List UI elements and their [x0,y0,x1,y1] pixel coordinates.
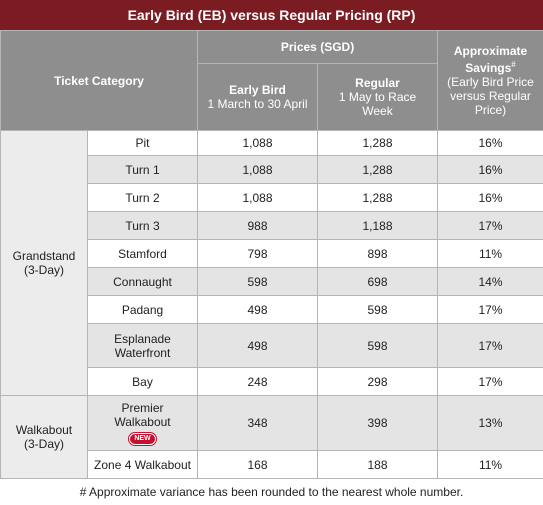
ticket-cell: Turn 2 [88,184,198,212]
savings-cell: 17% [438,296,543,324]
early-bird-cell: 168 [198,451,318,479]
ticket-cell: Connaught [88,268,198,296]
ticket-cell: Pit [88,131,198,156]
ticket-cell: Padang [88,296,198,324]
savings-cell: 17% [438,212,543,240]
header-prices: Prices (SGD) [281,40,354,54]
regular-cell: 298 [318,368,438,396]
ticket-cell: Turn 3 [88,212,198,240]
ticket-cell: Zone 4 Walkabout [88,451,198,479]
group-cell: Walkabout (3-Day) [1,396,88,479]
savings-cell: 11% [438,240,543,268]
new-badge: NEW [129,433,155,445]
header-ticket-category: Ticket Category [54,74,144,88]
savings-cell: 14% [438,268,543,296]
regular-cell: 1,188 [318,212,438,240]
savings-cell: 13% [438,396,543,451]
header-savings: Approximate Savings [454,44,527,75]
early-bird-cell: 348 [198,396,318,451]
header-early-bird-dates: 1 March to 30 April [207,97,307,111]
header-early-bird: Early Bird [229,83,286,97]
early-bird-cell: 498 [198,296,318,324]
ticket-name: Turn 1 [94,163,191,177]
regular-cell: 598 [318,324,438,368]
regular-cell: 598 [318,296,438,324]
header-regular-dates: 1 May to Race Week [339,90,416,118]
regular-cell: 898 [318,240,438,268]
regular-cell: 398 [318,396,438,451]
ticket-name: Bay [94,375,191,389]
ticket-name: Turn 3 [94,219,191,233]
regular-cell: 188 [318,451,438,479]
early-bird-cell: 1,088 [198,156,318,184]
ticket-name: Esplanade Waterfront [94,332,191,360]
early-bird-cell: 798 [198,240,318,268]
pricing-table: Ticket Category Prices (SGD) Approximate… [0,30,543,479]
group-cell: Grandstand (3-Day) [1,131,88,396]
header-savings-note: (Early Bird Price versus Regular Price) [447,75,534,117]
early-bird-cell: 498 [198,324,318,368]
ticket-name: Stamford [94,247,191,261]
ticket-cell: Esplanade Waterfront [88,324,198,368]
ticket-name: Pit [94,136,191,150]
early-bird-cell: 1,088 [198,184,318,212]
header-cell: Approximate Savings# (Early Bird Price ve… [438,31,543,131]
regular-cell: 1,288 [318,156,438,184]
savings-cell: 16% [438,184,543,212]
regular-cell: 1,288 [318,184,438,212]
early-bird-cell: 988 [198,212,318,240]
savings-cell: 16% [438,156,543,184]
ticket-cell: Bay [88,368,198,396]
header-cell: Ticket Category [1,31,198,131]
ticket-name: Turn 2 [94,191,191,205]
early-bird-cell: 1,088 [198,131,318,156]
savings-cell: 16% [438,131,543,156]
ticket-cell: Turn 1 [88,156,198,184]
savings-cell: 17% [438,324,543,368]
header-regular: Regular [355,76,400,90]
ticket-name: Padang [94,303,191,317]
ticket-cell: Premier Walkabout NEW [88,396,198,451]
ticket-name: Zone 4 Walkabout [94,458,191,472]
regular-cell: 1,288 [318,131,438,156]
ticket-cell: Stamford [88,240,198,268]
early-bird-cell: 248 [198,368,318,396]
savings-cell: 17% [438,368,543,396]
footnote: # Approximate variance has been rounded … [0,479,543,505]
title: Early Bird (EB) versus Regular Pricing (… [0,0,543,30]
savings-cell: 11% [438,451,543,479]
header-cell: Prices (SGD) [198,31,438,64]
early-bird-cell: 598 [198,268,318,296]
ticket-name: Connaught [94,275,191,289]
ticket-name: Premier Walkabout [94,401,191,429]
header-savings-mark: # [511,60,515,69]
regular-cell: 698 [318,268,438,296]
